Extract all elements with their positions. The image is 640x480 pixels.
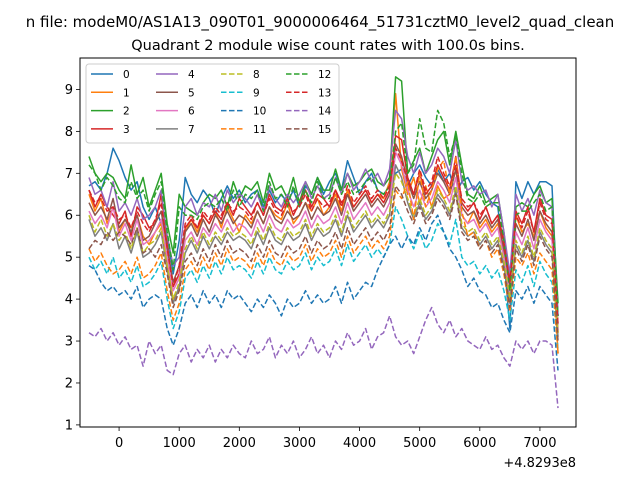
y-tick-label: 5 xyxy=(65,251,73,266)
y-tick-label: 8 xyxy=(65,125,73,140)
y-tick-label: 3 xyxy=(65,335,73,350)
legend-box xyxy=(85,63,340,144)
x-tick-label: 0 xyxy=(115,436,123,451)
series-line-10 xyxy=(88,214,559,371)
series-line-5 xyxy=(88,143,559,325)
y-tick-label: 9 xyxy=(65,83,73,98)
y-tick-label: 2 xyxy=(65,376,73,391)
x-tick-label: 1000 xyxy=(163,436,196,451)
x-tick-label: 6000 xyxy=(463,436,496,451)
x-axis: 0 1000 2000 3000 4000 5000 6000 7000 xyxy=(115,427,556,451)
y-tick-label: 4 xyxy=(65,293,73,308)
y-tick-label: 7 xyxy=(65,167,73,182)
legend-label-11: 11 xyxy=(253,124,266,136)
series-line-15 xyxy=(88,185,559,342)
y-axis: 1 2 3 4 5 6 7 8 9 xyxy=(65,83,80,433)
chart-title: Quadrant 2 module wise count rates with … xyxy=(131,38,525,54)
legend-label-12: 12 xyxy=(318,69,331,81)
series-line-9 xyxy=(88,206,559,350)
x-tick-label: 2000 xyxy=(223,436,256,451)
legend-label-6: 6 xyxy=(188,106,195,118)
x-tick-label: 4000 xyxy=(343,436,376,451)
legend-label-1: 1 xyxy=(123,87,130,99)
legend-label-2: 2 xyxy=(123,106,130,118)
legend-label-3: 3 xyxy=(123,124,130,136)
x-tick-label: 5000 xyxy=(403,436,436,451)
legend-label-15: 15 xyxy=(318,124,331,136)
series-line-6 xyxy=(88,151,559,329)
legend-label-4: 4 xyxy=(188,69,195,81)
series-line-14 xyxy=(88,306,559,409)
legend-label-13: 13 xyxy=(318,87,331,99)
legend-label-7: 7 xyxy=(188,124,195,136)
series-line-7 xyxy=(88,164,559,337)
x-tick-label: 3000 xyxy=(283,436,316,451)
y-tick-label: 1 xyxy=(65,418,73,433)
axes-frame xyxy=(79,57,577,428)
plot-area: 0 1000 2000 3000 4000 5000 6000 7000 123456789 … xyxy=(65,57,577,471)
series-line-12 xyxy=(88,109,559,316)
legend-label-9: 9 xyxy=(253,87,260,99)
x-tick-label: 7000 xyxy=(523,436,556,451)
series-line-13 xyxy=(88,147,559,325)
legend-label-5: 5 xyxy=(188,87,195,99)
x-offset-label: +4.8293e8 xyxy=(503,456,576,471)
series-layer xyxy=(88,76,559,409)
y-tick-label: 6 xyxy=(65,209,73,224)
legend-label-8: 8 xyxy=(253,69,260,81)
figure-suptitle: n file: modeM0/AS1A13_090T01_9000006464_… xyxy=(26,13,615,32)
legend-label-0: 0 xyxy=(123,69,130,81)
series-line-8 xyxy=(88,172,559,333)
series-line-2 xyxy=(88,76,559,304)
legend-label-14: 14 xyxy=(318,106,332,118)
legend-label-10: 10 xyxy=(253,106,266,118)
